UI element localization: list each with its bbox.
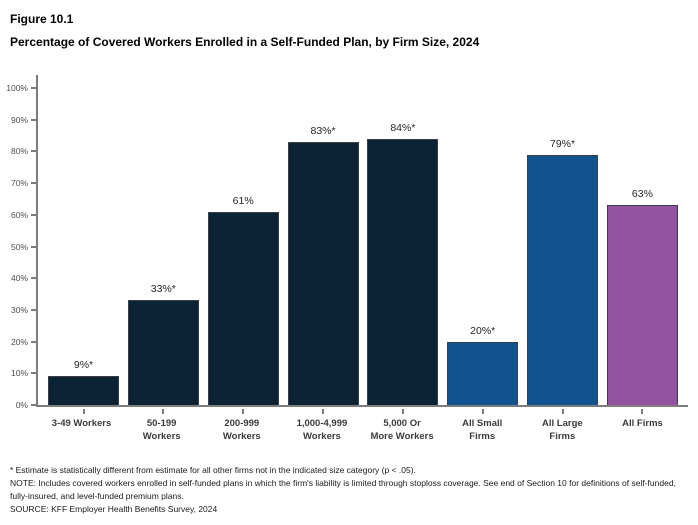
bar bbox=[606, 205, 678, 405]
y-axis-tick bbox=[31, 213, 36, 216]
x-axis-label-line: All Firms bbox=[622, 418, 663, 429]
x-axis-label: All Small Firms bbox=[447, 417, 518, 443]
y-axis-tick-label: 100% bbox=[6, 83, 28, 93]
x-axis-label-line: 5,000 Or bbox=[383, 418, 421, 429]
x-axis-tick bbox=[82, 409, 85, 414]
x-axis-tick bbox=[162, 409, 165, 414]
y-axis-tick-label: 90% bbox=[10, 114, 28, 125]
bar-value-label: 79%* bbox=[550, 137, 576, 150]
x-axis-label-line: Firms bbox=[469, 431, 496, 442]
y-axis-tick-label: 0% bbox=[15, 400, 28, 410]
bar-value-label: 84%* bbox=[390, 121, 416, 134]
bar-value-label: 20%* bbox=[470, 324, 496, 337]
y-axis-tick bbox=[31, 308, 36, 311]
x-axis-label: All Large Firms bbox=[527, 417, 598, 443]
chart-note: NOTE: Includes covered workers enrolled … bbox=[10, 478, 676, 501]
x-axis-label: 1,000-4,999 Workers bbox=[286, 417, 357, 443]
y-axis-tick bbox=[31, 277, 36, 280]
x-axis-label: 200-999 Workers bbox=[206, 417, 277, 443]
y-axis-tick bbox=[31, 87, 36, 89]
bar-value-label: 61% bbox=[232, 194, 254, 207]
x-axis-tick bbox=[561, 409, 564, 414]
y-axis-tick bbox=[31, 118, 36, 121]
x-axis-tick bbox=[641, 409, 644, 414]
bar bbox=[127, 300, 199, 405]
x-axis-label-line: 200-999 bbox=[224, 418, 260, 429]
y-axis-tick-label: 70% bbox=[10, 178, 28, 189]
y-axis-tick-label: 80% bbox=[10, 146, 28, 157]
x-axis-label-line: Firms bbox=[549, 431, 576, 442]
bar bbox=[287, 141, 359, 405]
y-axis-tick-label: 10% bbox=[10, 368, 28, 379]
y-axis-tick bbox=[31, 372, 36, 375]
bar-cell: 61% bbox=[207, 195, 279, 414]
y-axis-tick bbox=[31, 340, 36, 343]
bar-value-label: 83%* bbox=[310, 124, 336, 137]
bar-cell: 84%* bbox=[367, 122, 439, 414]
bar-cell: 20%* bbox=[447, 325, 519, 414]
x-axis-tick bbox=[481, 409, 484, 414]
figure-number: Figure 10.1 bbox=[10, 12, 74, 26]
bar-cell: 63% bbox=[606, 188, 678, 414]
x-axis-tick bbox=[401, 409, 404, 414]
asterisk-note: * Estimate is statistically different fr… bbox=[10, 465, 416, 475]
x-axis-label-line: Workers bbox=[303, 431, 341, 442]
y-axis-tick-label: 60% bbox=[10, 209, 28, 220]
x-axis-label: 3-49 Workers bbox=[46, 417, 117, 443]
x-axis-label: All Firms bbox=[607, 417, 678, 443]
bar bbox=[367, 138, 439, 405]
source-note: SOURCE: KFF Employer Health Benefits Sur… bbox=[10, 504, 218, 514]
y-axis-tick bbox=[31, 404, 36, 406]
bar-value-label: 9%* bbox=[73, 359, 94, 372]
y-axis-tick-label: 30% bbox=[10, 304, 28, 315]
x-axis-tick bbox=[242, 409, 245, 414]
x-axis-tick bbox=[322, 409, 325, 414]
plot-area: 0% 10% 20% 30% 40% 50% 60% 70% 80% 90% 100% 9%* 33%… bbox=[6, 75, 688, 414]
bar-cell: 79%* bbox=[527, 138, 599, 414]
x-axis-label-line: Workers bbox=[222, 431, 261, 442]
x-axis-label-line: More Workers bbox=[370, 431, 434, 442]
bars-container: 9%* 33%* 61% 83%* 84%* 20%* 79%* 63% bbox=[38, 75, 688, 414]
bar-cell: 83%* bbox=[287, 125, 359, 414]
x-axis-label-line: 1,000-4,999 bbox=[296, 418, 348, 429]
x-axis-label-line: 50-199 bbox=[146, 418, 177, 429]
footnotes: * Estimate is statistically different fr… bbox=[10, 464, 688, 516]
x-axis-label-line: All Small bbox=[462, 418, 503, 429]
y-axis-tick bbox=[31, 245, 36, 248]
x-axis-label-line: All Large bbox=[542, 418, 583, 429]
bar-value-label: 63% bbox=[631, 188, 653, 201]
page-title: Percentage of Covered Workers Enrolled i… bbox=[10, 35, 480, 49]
bar bbox=[447, 341, 519, 405]
y-axis: 0% 10% 20% 30% 40% 50% 60% 70% 80% 90% 100% bbox=[6, 75, 688, 410]
x-axis-labels: 3-49 Workers 50-199 Workers 200-999 Workers 1… bbox=[36, 417, 688, 443]
bar-cell: 33%* bbox=[127, 283, 199, 414]
x-axis-label-line: Workers bbox=[142, 431, 181, 442]
x-axis-label: 50-199 Workers bbox=[126, 417, 197, 443]
y-axis-tick bbox=[31, 150, 36, 153]
bar bbox=[207, 211, 279, 405]
bar bbox=[48, 376, 119, 405]
y-axis-tick-label: 50% bbox=[10, 241, 28, 252]
y-axis-tick bbox=[31, 182, 36, 185]
bar-cell: 9%* bbox=[48, 359, 119, 414]
y-axis-tick-label: 40% bbox=[10, 273, 28, 284]
bar-value-label: 33%* bbox=[150, 283, 176, 296]
x-axis-label: 5,000 Or More Workers bbox=[367, 417, 438, 443]
y-axis-tick-label: 20% bbox=[10, 336, 28, 347]
bar bbox=[527, 154, 599, 405]
x-axis-label-line: 3-49 Workers bbox=[51, 418, 112, 429]
